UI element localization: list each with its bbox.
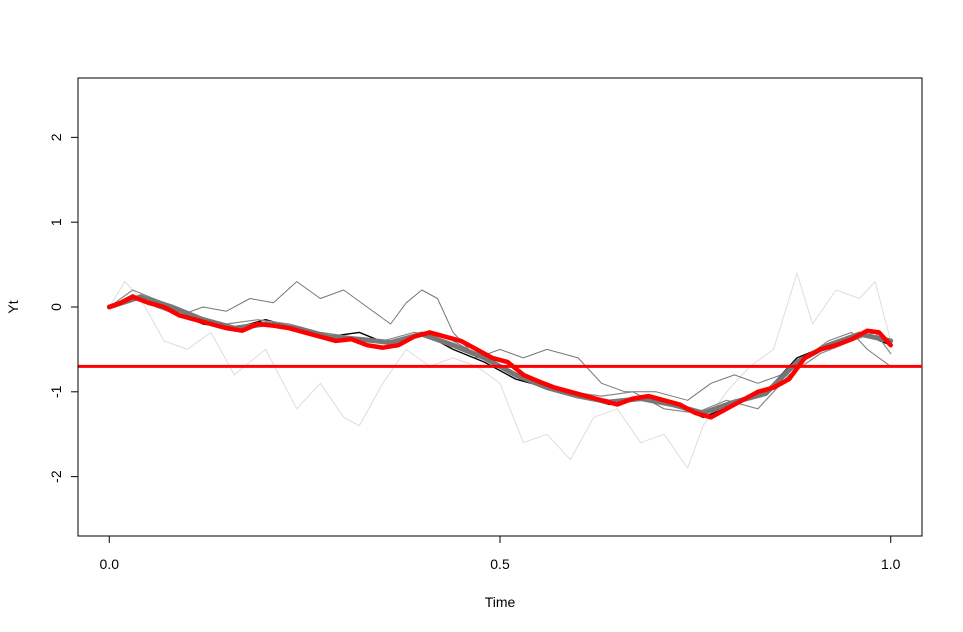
x-tick-label: 1.0	[881, 556, 901, 572]
y-tick-label: 1	[48, 218, 64, 226]
axes-layer: 0.0 0.5 1.0 -2 -1 0 1 2	[48, 133, 901, 572]
series-line-4	[108, 289, 892, 414]
series-line-2	[108, 281, 892, 401]
y-tick-label: 0	[48, 303, 64, 311]
series-line-5	[106, 294, 894, 416]
x-tick-label: 0.0	[100, 556, 120, 572]
y-tick-label: -1	[48, 385, 64, 398]
y-tick-label: 2	[48, 133, 64, 141]
x-tick-label: 0.5	[490, 556, 510, 572]
series-layer	[78, 272, 922, 469]
y-axis-title: Yt	[5, 300, 21, 313]
y-tick-label: -2	[48, 470, 64, 483]
x-axis-title: Time	[485, 594, 516, 610]
series-line-6	[107, 294, 893, 420]
